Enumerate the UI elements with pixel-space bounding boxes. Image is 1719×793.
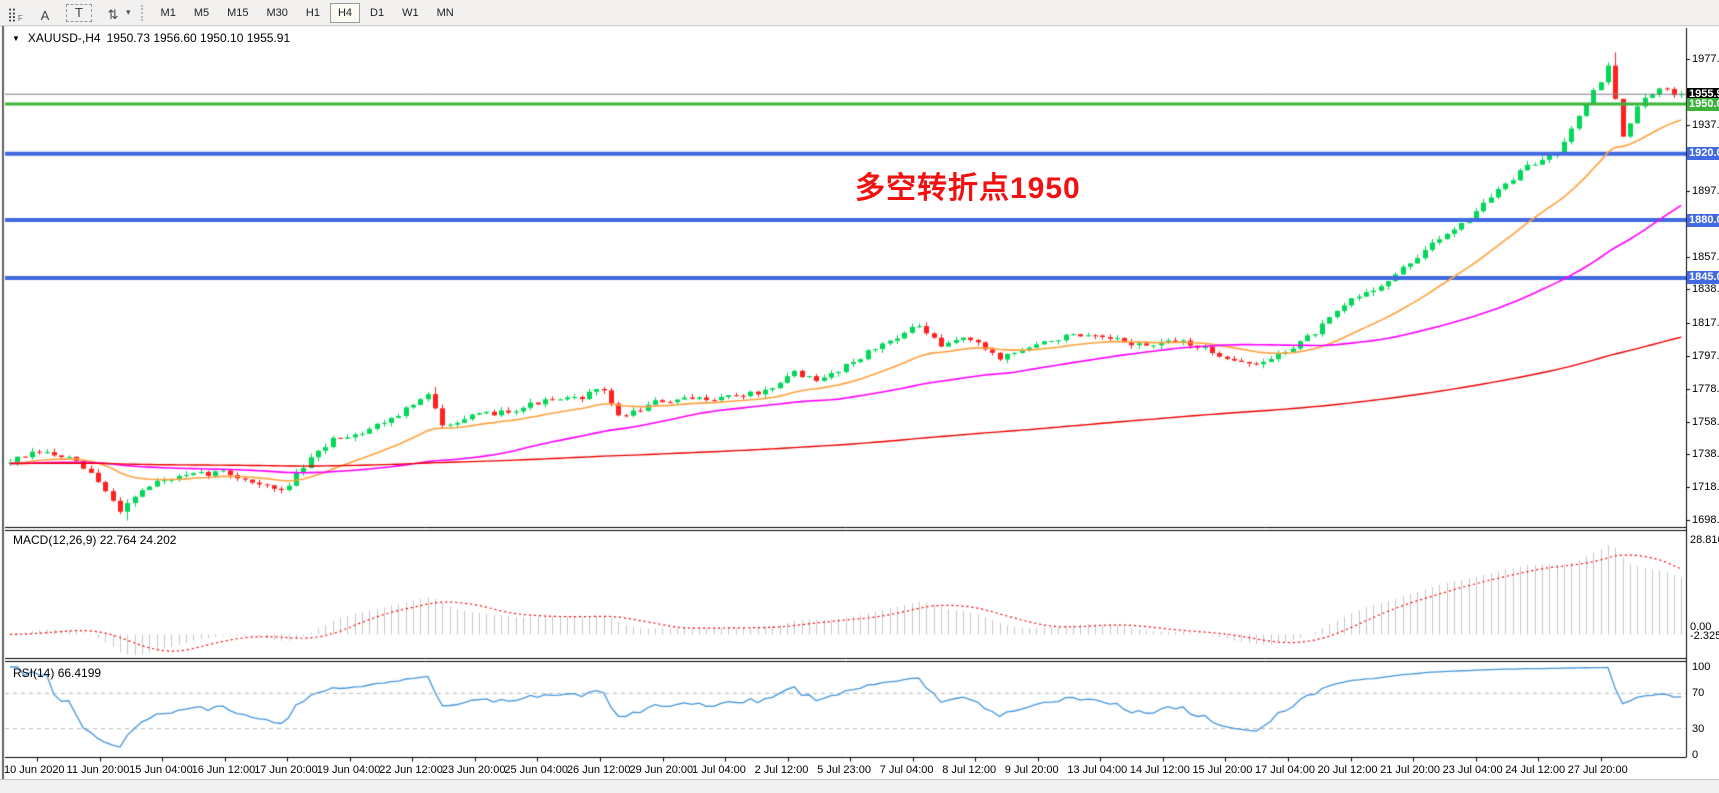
time-axis-label: 7 Jul 04:00: [879, 763, 934, 776]
price-tick-label: 1698.9: [1692, 514, 1719, 527]
macd-axis-zero: 0.00: [1690, 621, 1712, 634]
time-axis-label: 15 Jun 04:00: [129, 763, 193, 776]
time-axis-label: 24 Jul 12:00: [1505, 763, 1566, 776]
rsi-tick-label: 70: [1692, 687, 1705, 700]
price-tick-label: 1977.3: [1692, 52, 1719, 65]
arrows-icon[interactable]: ⇅: [107, 6, 119, 22]
time-axis-label: 20 Jul 12:00: [1317, 763, 1378, 776]
price-tag-1920.0: 1920.0: [1687, 147, 1719, 161]
price-tick-label: 1738.5: [1692, 448, 1719, 461]
macd-axis-max: 28.816: [1690, 534, 1719, 546]
price-tick-label: 1718.7: [1692, 481, 1719, 494]
time-axis-label: 19 Jun 04:00: [316, 763, 381, 776]
chart-symbol-title: XAUUSD-,H4: [27, 31, 101, 45]
timeframe-bar: M1 M5 M15 M30 H1 H4 D1 W1 MN: [152, 2, 463, 23]
time-axis-label: 9 Jul 20:00: [1004, 763, 1059, 776]
time-axis-label: 15 Jul 20:00: [1192, 763, 1253, 776]
time-axis-label: 2 Jul 12:00: [754, 763, 809, 776]
price-tick-label: 1758.3: [1692, 415, 1719, 428]
price-tag-1955.9: 1955.9: [1687, 87, 1719, 101]
time-axis-label: 26 Jun 12:00: [566, 763, 631, 776]
time-axis-label: 29 Jun 20:00: [629, 763, 694, 776]
time-axis-label: 11 Jun 20:00: [66, 763, 130, 776]
timeframe-button-m30[interactable]: M30: [266, 6, 288, 19]
price-tag-1950.0: 1950.0: [1687, 97, 1719, 111]
text-icon[interactable]: A: [40, 7, 50, 23]
time-axis-label: 17 Jun 20:00: [254, 763, 318, 776]
time-axis-label: 16 Jun 12:00: [191, 763, 256, 776]
toolbar-grip[interactable]: [140, 4, 146, 21]
chart-canvas[interactable]: [0, 25, 1719, 779]
time-axis-label: 17 Jul 04:00: [1255, 763, 1315, 776]
timeframe-button-m1[interactable]: M1: [160, 6, 176, 19]
rsi-tick-label: 100: [1692, 661, 1711, 673]
toolbar: ⣿ F A T ⇅ ▾ M1 M5 M15 M30 H1 H4 D1 W1 MN: [0, 0, 1719, 26]
bottom-strip: [0, 779, 1719, 793]
time-axis-label: 23 Jun 20:00: [441, 763, 506, 776]
time-axis-label: 8 Jul 12:00: [942, 763, 997, 776]
time-axis-label: 21 Jul 20:00: [1380, 763, 1441, 776]
time-axis-label: 25 Jun 04:00: [504, 763, 569, 776]
timeframe-button-m15[interactable]: M15: [227, 6, 249, 19]
timeframe-button-h4[interactable]: H4: [329, 2, 361, 23]
macd-indicator-label: MACD(12,26,9) 22.764 24.202: [13, 533, 177, 547]
macd-axis-min: -2.325: [1690, 630, 1719, 643]
time-axis-label: 23 Jul 04:00: [1442, 763, 1503, 776]
text-label-icon[interactable]: T: [66, 3, 92, 22]
time-axis-label: 22 Jun 12:00: [379, 763, 443, 776]
grid-dots-icon[interactable]: ⣿ F: [7, 6, 23, 23]
timeframe-button-h1[interactable]: H1: [305, 6, 320, 19]
rsi-indicator-label: RSI(14) 66.4199: [13, 666, 102, 680]
timeframe-button-m5[interactable]: M5: [193, 6, 210, 19]
price-tick-label: 1778.1: [1692, 382, 1719, 395]
chart-title-row: ▼ XAUUSD-,H4 1950.73 1956.60 1950.10 195…: [12, 31, 290, 45]
time-axis-label: 5 Jul 23:00: [817, 763, 871, 776]
time-axis-label: 1 Jul 04:00: [692, 763, 746, 776]
price-tick-label: 1857.9: [1692, 250, 1719, 263]
time-axis-label: 13 Jul 04:00: [1067, 763, 1128, 776]
price-tick-label: 1838.1: [1692, 283, 1719, 296]
dropdown-caret-icon[interactable]: ▾: [126, 7, 131, 17]
price-tag-1880.0: 1880.0: [1687, 213, 1719, 227]
price-tag-1845.0: 1845.0: [1687, 271, 1719, 285]
chart-annotation-text: 多空转折点1950: [855, 172, 1081, 205]
chart-window: ▼ XAUUSD-,H4 1950.73 1956.60 1950.10 195…: [0, 25, 1719, 779]
rsi-tick-label: 30: [1692, 722, 1705, 735]
price-tick-label: 1937.1: [1692, 119, 1719, 132]
price-tick-label: 1797.9: [1692, 350, 1719, 363]
price-tick-label: 1897.5: [1692, 185, 1719, 198]
time-axis-label: 27 Jul 20:00: [1567, 763, 1628, 776]
price-tick-label: 1817.7: [1692, 317, 1719, 330]
timeframe-button-mn[interactable]: MN: [436, 6, 454, 19]
timeframe-button-w1[interactable]: W1: [402, 6, 419, 19]
timeframe-button-d1[interactable]: D1: [370, 6, 385, 19]
chevron-down-icon[interactable]: ▼: [12, 33, 20, 43]
rsi-tick-label: 0: [1692, 749, 1699, 761]
time-axis-label: 10 Jun 2020: [4, 763, 65, 776]
time-axis-label: 14 Jul 12:00: [1129, 763, 1190, 776]
chart-ohlc-values: 1950.73 1956.60 1950.10 1955.91: [106, 31, 291, 45]
